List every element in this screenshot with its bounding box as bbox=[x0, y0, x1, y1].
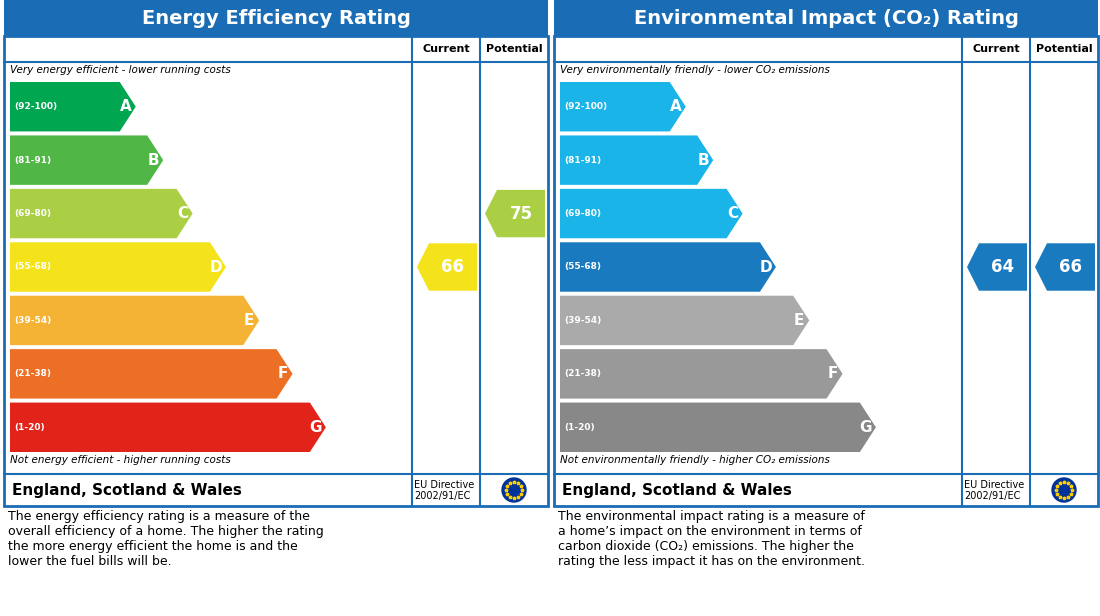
Text: Potential: Potential bbox=[486, 44, 542, 54]
Text: E: E bbox=[244, 313, 254, 328]
Polygon shape bbox=[560, 349, 843, 399]
Text: (69-80): (69-80) bbox=[14, 209, 51, 218]
Polygon shape bbox=[10, 296, 260, 345]
Text: Very energy efficient - lower running costs: Very energy efficient - lower running co… bbox=[10, 65, 231, 75]
Text: (21-38): (21-38) bbox=[564, 370, 601, 378]
Text: Potential: Potential bbox=[1036, 44, 1092, 54]
Bar bbox=[4, 0, 548, 36]
Bar bbox=[4, 36, 548, 506]
Text: (92-100): (92-100) bbox=[14, 102, 57, 111]
Text: EU Directive: EU Directive bbox=[414, 480, 474, 490]
Text: A: A bbox=[670, 99, 682, 114]
Text: (55-68): (55-68) bbox=[14, 262, 51, 272]
Text: F: F bbox=[827, 367, 838, 381]
Polygon shape bbox=[560, 242, 775, 292]
Text: (39-54): (39-54) bbox=[14, 316, 52, 325]
Text: (81-91): (81-91) bbox=[14, 156, 51, 164]
Polygon shape bbox=[10, 403, 326, 452]
Text: (69-80): (69-80) bbox=[564, 209, 601, 218]
Text: 2002/91/EC: 2002/91/EC bbox=[964, 491, 1021, 501]
Polygon shape bbox=[560, 403, 876, 452]
Text: G: G bbox=[859, 419, 872, 435]
Text: (81-91): (81-91) bbox=[564, 156, 601, 164]
Text: 66: 66 bbox=[1059, 258, 1082, 276]
Text: EU Directive: EU Directive bbox=[964, 480, 1024, 490]
Text: (55-68): (55-68) bbox=[564, 262, 601, 272]
Text: England, Scotland & Wales: England, Scotland & Wales bbox=[562, 482, 792, 498]
Polygon shape bbox=[10, 136, 163, 185]
Text: Energy Efficiency Rating: Energy Efficiency Rating bbox=[142, 9, 410, 28]
Text: D: D bbox=[760, 259, 772, 275]
Text: B: B bbox=[147, 153, 160, 168]
Text: D: D bbox=[210, 259, 222, 275]
Polygon shape bbox=[1035, 243, 1094, 291]
Text: (1-20): (1-20) bbox=[14, 423, 45, 432]
Text: B: B bbox=[697, 153, 710, 168]
Text: (1-20): (1-20) bbox=[564, 423, 595, 432]
Text: F: F bbox=[277, 367, 288, 381]
Text: A: A bbox=[120, 99, 132, 114]
Text: Not energy efficient - higher running costs: Not energy efficient - higher running co… bbox=[10, 455, 231, 465]
Polygon shape bbox=[485, 190, 544, 237]
Polygon shape bbox=[560, 136, 713, 185]
Bar bbox=[554, 36, 1098, 506]
Text: 75: 75 bbox=[509, 205, 532, 222]
Bar bbox=[554, 0, 1098, 36]
Circle shape bbox=[502, 478, 526, 502]
Text: Current: Current bbox=[422, 44, 470, 54]
Polygon shape bbox=[10, 242, 225, 292]
Text: G: G bbox=[309, 419, 322, 435]
Polygon shape bbox=[560, 82, 685, 131]
Text: The energy efficiency rating is a measure of the
overall efficiency of a home. T: The energy efficiency rating is a measur… bbox=[8, 510, 323, 568]
Text: E: E bbox=[794, 313, 804, 328]
Text: C: C bbox=[177, 206, 188, 221]
Text: (39-54): (39-54) bbox=[564, 316, 602, 325]
Polygon shape bbox=[560, 189, 742, 238]
Text: 66: 66 bbox=[441, 258, 464, 276]
Text: (92-100): (92-100) bbox=[564, 102, 607, 111]
Polygon shape bbox=[417, 243, 477, 291]
Text: Not environmentally friendly - higher CO₂ emissions: Not environmentally friendly - higher CO… bbox=[560, 455, 829, 465]
Text: 64: 64 bbox=[991, 258, 1014, 276]
Text: 2002/91/EC: 2002/91/EC bbox=[414, 491, 471, 501]
Text: The environmental impact rating is a measure of
a home’s impact on the environme: The environmental impact rating is a mea… bbox=[558, 510, 865, 568]
Polygon shape bbox=[10, 349, 293, 399]
Text: Current: Current bbox=[972, 44, 1020, 54]
Text: England, Scotland & Wales: England, Scotland & Wales bbox=[12, 482, 242, 498]
Polygon shape bbox=[10, 189, 192, 238]
Text: Environmental Impact (CO₂) Rating: Environmental Impact (CO₂) Rating bbox=[634, 9, 1019, 28]
Polygon shape bbox=[560, 296, 810, 345]
Text: Very environmentally friendly - lower CO₂ emissions: Very environmentally friendly - lower CO… bbox=[560, 65, 829, 75]
Text: C: C bbox=[727, 206, 738, 221]
Circle shape bbox=[1052, 478, 1076, 502]
Polygon shape bbox=[10, 82, 135, 131]
Polygon shape bbox=[967, 243, 1027, 291]
Text: (21-38): (21-38) bbox=[14, 370, 51, 378]
